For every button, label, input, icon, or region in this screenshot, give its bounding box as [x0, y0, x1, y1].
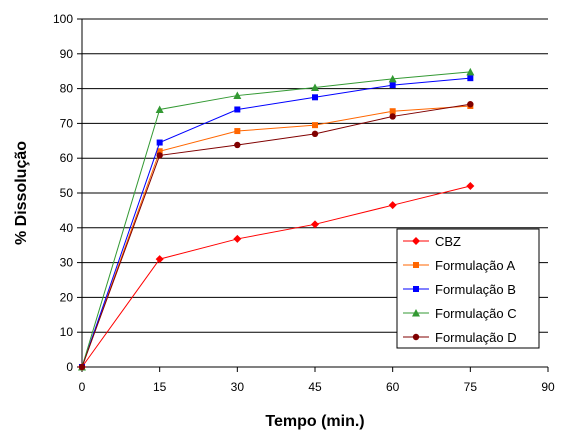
- x-tick-label-90: 90: [541, 380, 555, 394]
- y-tick-label-0: 0: [66, 360, 73, 374]
- x-tick-label-45: 45: [308, 380, 322, 394]
- y-tick-label-10: 10: [60, 325, 74, 339]
- data-point-cbz-60: [388, 201, 397, 210]
- series-line-formula-o-c: [81, 71, 471, 368]
- y-tick-label-90: 90: [60, 47, 74, 61]
- axes: [77, 18, 549, 372]
- legend-label-formula-o-a: Formulação A: [435, 258, 516, 273]
- data-point-formula-o-b-45: [312, 94, 318, 101]
- data-point-formula-o-a-15: [156, 148, 163, 155]
- legend-label-formula-o-c: Formulação C: [435, 306, 517, 321]
- data-point-formula-o-a-30: [234, 128, 241, 135]
- data-point-formula-o-c-30: [233, 91, 242, 100]
- data-point-cbz-75: [466, 182, 475, 191]
- legend-marker-formula-o-a: [413, 262, 419, 268]
- data-point-formula-o-d-15: [156, 152, 163, 159]
- legend-marker-formula-o-c: [412, 309, 420, 317]
- x-tick-label-0: 0: [79, 380, 86, 394]
- data-point-formula-o-a-45: [312, 122, 318, 129]
- x-axis-title: Tempo (min.): [265, 413, 364, 430]
- data-point-formula-o-b-60: [389, 82, 396, 89]
- legend-marker-formula-o-d: [412, 333, 420, 341]
- y-tick-label-40: 40: [60, 221, 74, 235]
- y-tick-label-30: 30: [60, 256, 74, 270]
- data-point-formula-o-c-15: [155, 105, 164, 113]
- x-tick-label-75: 75: [464, 380, 478, 394]
- y-tick-label-50: 50: [60, 186, 74, 200]
- data-point-formula-o-b-15: [156, 139, 163, 146]
- y-tick-label-70: 70: [60, 116, 74, 130]
- legend: CBZ Formulação A Formulação B Formulação C F…: [396, 228, 540, 349]
- x-tick-label-30: 30: [231, 380, 245, 394]
- y-tick-labels: 0 10 20 30 40 50 60 70 80 90 100: [53, 12, 73, 374]
- y-tick-label-60: 60: [60, 151, 74, 165]
- data-point-formula-o-d-60: [389, 113, 396, 120]
- series-line-formula-o-b: [81, 77, 471, 368]
- y-tick-label-20: 20: [60, 290, 74, 304]
- data-point-formula-o-d-45: [311, 130, 319, 138]
- x-tick-labels: 0 15 30 45 60 75 90: [79, 380, 555, 394]
- data-point-formula-o-b-75: [467, 75, 474, 82]
- data-point-cbz-45: [311, 220, 319, 229]
- x-tick-label-60: 60: [386, 380, 400, 394]
- data-point-formula-o-b-30: [234, 106, 241, 113]
- legend-label-formula-o-d: Formulação D: [435, 330, 517, 345]
- data-point-formula-o-a-60: [389, 108, 396, 115]
- data-point-formula-o-d-30: [234, 141, 241, 149]
- legend-label-formula-o-b: Formulação B: [435, 282, 516, 297]
- data-point-formula-o-c-45: [311, 83, 319, 92]
- data-point-formula-o-c-75: [466, 67, 475, 76]
- data-point-cbz-15: [155, 255, 164, 264]
- series-line-cbz: [81, 185, 471, 368]
- legend-marker-cbz: [412, 237, 420, 245]
- data-point-cbz-30: [233, 234, 242, 243]
- y-axis-title: % Dissolução: [13, 141, 30, 245]
- y-tick-label-100: 100: [53, 12, 73, 26]
- data-point-formula-o-c-60: [388, 74, 397, 83]
- data-point-formula-o-d-0: [78, 363, 86, 371]
- series-line-formula-o-a: [81, 105, 471, 368]
- x-tick-label-15: 15: [153, 380, 167, 394]
- legend-marker-formula-o-b: [413, 286, 419, 292]
- data-series: [78, 67, 475, 371]
- y-tick-label-80: 80: [60, 82, 74, 96]
- legend-label-cbz: CBZ: [435, 234, 461, 249]
- series-formula-o-d: [78, 101, 474, 371]
- data-point-formula-o-d-75: [467, 101, 474, 108]
- series-line-formula-o-d: [81, 103, 471, 368]
